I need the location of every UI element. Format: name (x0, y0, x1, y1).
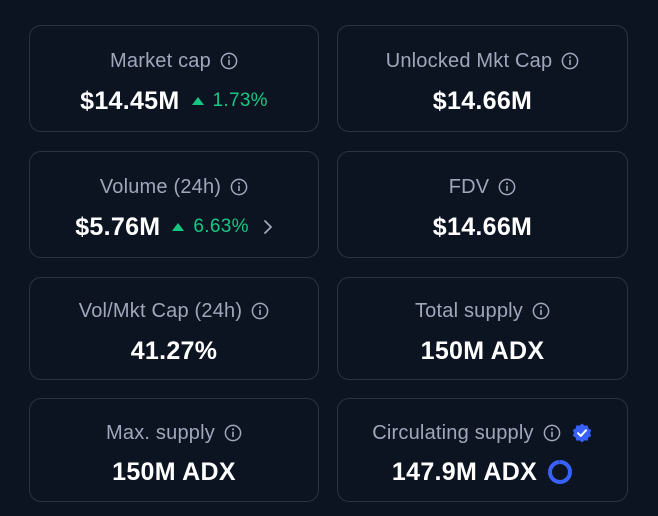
volume-24h-value-row: $5.76M 6.63% (30, 210, 318, 244)
triangle-up-icon (172, 223, 185, 231)
unlocked-mkt-cap-value: $14.66M (432, 86, 533, 115)
info-icon[interactable] (251, 302, 269, 320)
market-cap-change: 1.73% (191, 90, 268, 112)
info-icon[interactable] (220, 52, 238, 70)
info-icon[interactable] (224, 424, 242, 442)
vol-mkt-cap-card: Vol/Mkt Cap (24h) 41.27% (29, 277, 319, 380)
fdv-value: $14.66M (432, 212, 533, 241)
circulating-supply-value-row: 147.9M ADX (338, 455, 627, 489)
triangle-up-icon (191, 97, 204, 105)
max-supply-label-row: Max. supply (30, 420, 318, 446)
unlocked-mkt-cap-label-row: Unlocked Mkt Cap (338, 48, 627, 74)
info-icon[interactable] (543, 424, 561, 442)
volume-24h-label-row: Volume (24h) (30, 174, 318, 200)
info-icon[interactable] (498, 178, 516, 196)
fdv-card: FDV $14.66M (337, 151, 628, 258)
circulating-supply-label-row: Circulating supply (338, 420, 627, 446)
vol-mkt-cap-value-row: 41.27% (30, 334, 318, 368)
total-supply-label: Total supply (414, 299, 523, 322)
fdv-value-row: $14.66M (338, 210, 627, 244)
max-supply-value-row: 150M ADX (30, 455, 318, 489)
fdv-label: FDV (448, 175, 490, 198)
market-cap-label-row: Market cap (30, 48, 318, 74)
fdv-label-row: FDV (338, 174, 627, 200)
total-supply-value: 150M ADX (420, 336, 545, 365)
progress-ring-icon[interactable] (547, 459, 573, 485)
max-supply-label: Max. supply (106, 421, 215, 444)
volume-24h-card[interactable]: Volume (24h) $5.76M 6.63% (29, 151, 319, 258)
unlocked-mkt-cap-label: Unlocked Mkt Cap (385, 49, 553, 72)
volume-24h-value: $5.76M (75, 212, 161, 241)
volume-24h-label: Volume (24h) (99, 175, 222, 198)
unlocked-mkt-cap-card: Unlocked Mkt Cap $14.66M (337, 25, 628, 132)
max-supply-value: 150M ADX (112, 457, 236, 486)
total-supply-value-row: 150M ADX (338, 334, 627, 368)
vol-mkt-cap-label: Vol/Mkt Cap (24h) (78, 299, 243, 322)
circulating-supply-label: Circulating supply (372, 421, 534, 444)
total-supply-label-row: Total supply (338, 298, 627, 324)
market-cap-card: Market cap $14.45M 1.73% (29, 25, 319, 132)
volume-24h-change-value: 6.63% (193, 216, 249, 237)
total-supply-card: Total supply 150M ADX (337, 277, 628, 380)
info-icon[interactable] (230, 178, 248, 196)
market-cap-change-value: 1.73% (212, 90, 268, 111)
verified-badge-icon[interactable] (571, 422, 593, 444)
vol-mkt-cap-value: 41.27% (130, 336, 218, 365)
market-cap-value-row: $14.45M 1.73% (30, 84, 318, 118)
info-icon[interactable] (561, 52, 579, 70)
max-supply-card: Max. supply 150M ADX (29, 398, 319, 502)
market-cap-value: $14.45M (80, 86, 180, 115)
chevron-right-icon[interactable] (263, 219, 273, 235)
market-cap-label: Market cap (110, 49, 211, 72)
unlocked-mkt-cap-value-row: $14.66M (338, 84, 627, 118)
circulating-progress-arc (548, 460, 573, 484)
info-icon[interactable] (532, 302, 550, 320)
circulating-supply-value: 147.9M ADX (391, 457, 538, 486)
circulating-supply-card: Circulating supply 147.9M ADX (337, 398, 628, 502)
volume-24h-change: 6.63% (172, 216, 248, 238)
vol-mkt-cap-label-row: Vol/Mkt Cap (24h) (30, 298, 318, 324)
